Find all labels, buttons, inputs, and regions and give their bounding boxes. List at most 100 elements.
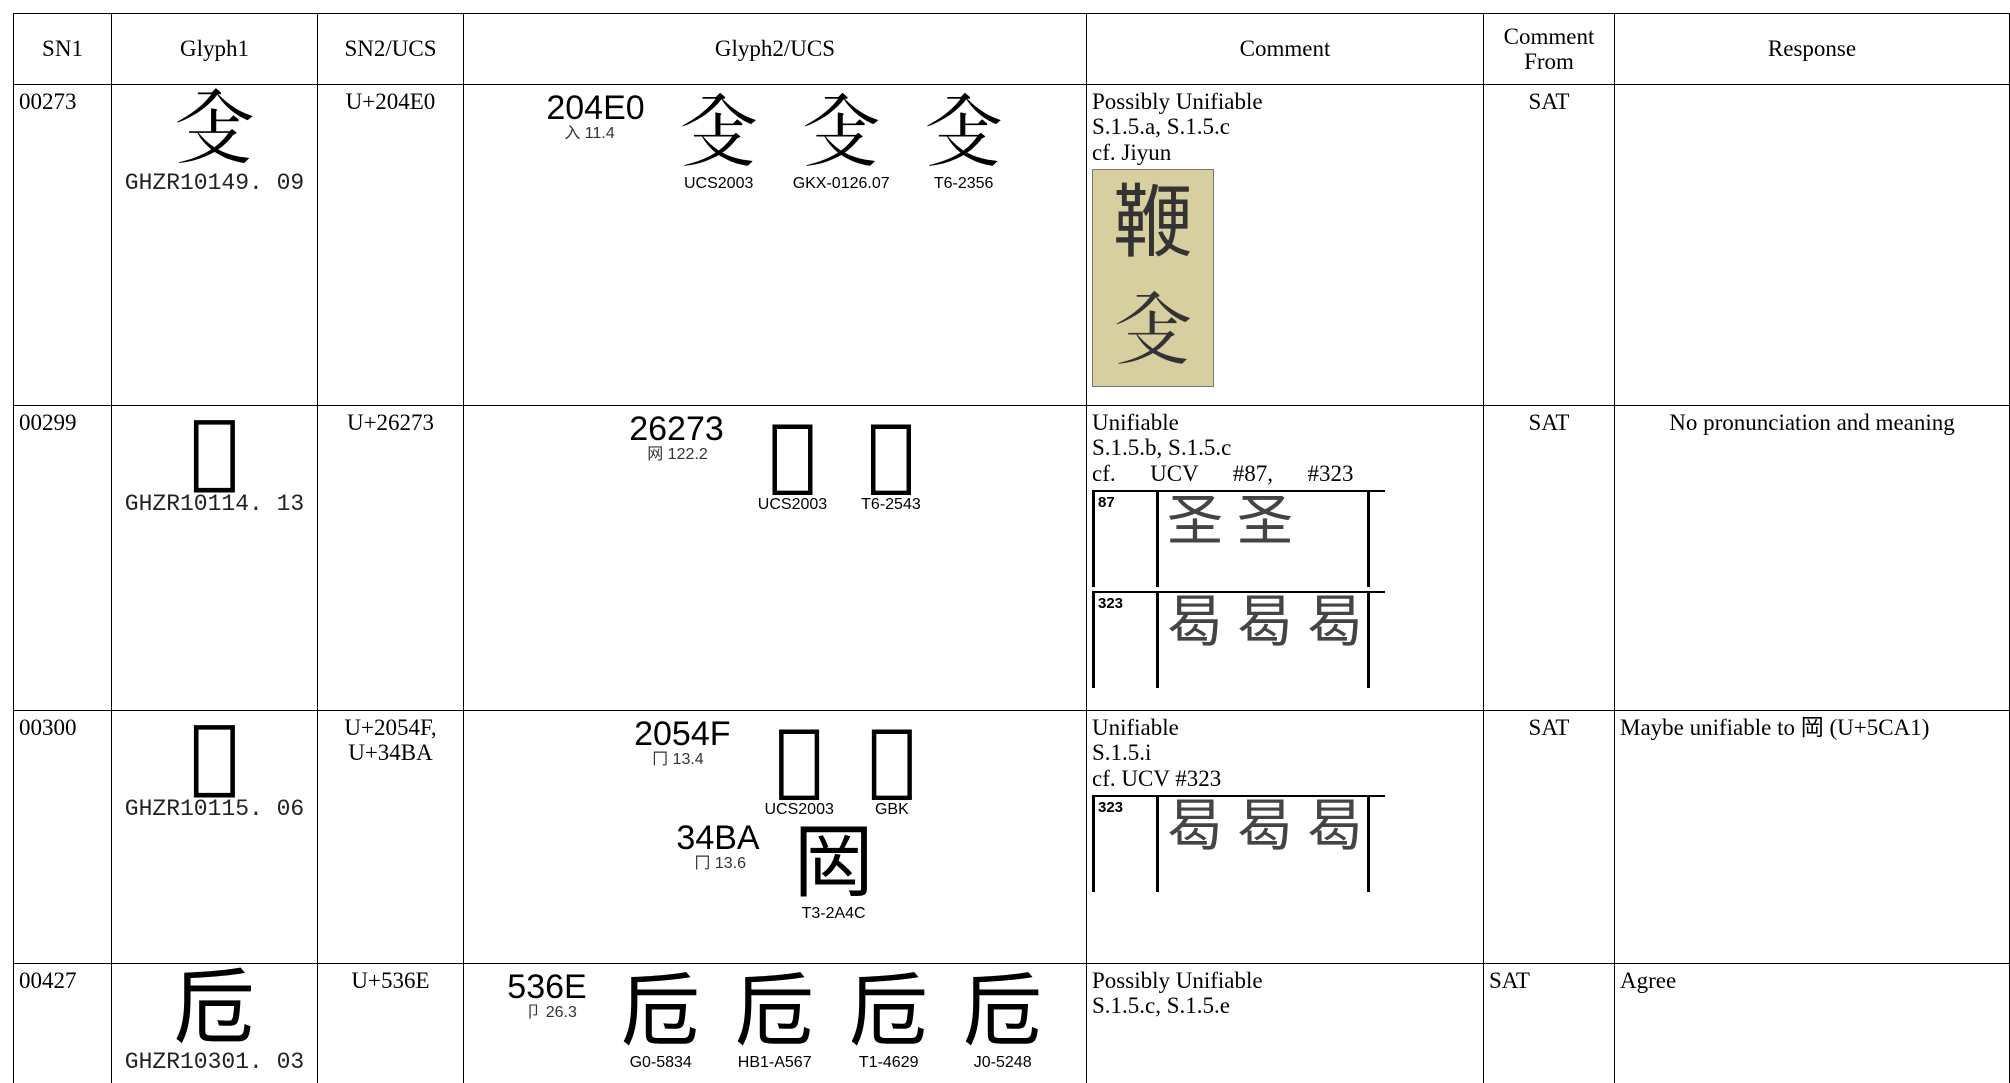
header-cell: Glyph1 bbox=[112, 13, 318, 85]
glyph: 𠕏 bbox=[189, 711, 240, 803]
glyph-item: 卮 T1-4629 bbox=[849, 970, 929, 1072]
glyph: 卮 bbox=[620, 965, 701, 1058]
code-block: 26273 网 122.2 bbox=[629, 412, 724, 464]
glyph-item: 𠕏 GBK bbox=[868, 717, 916, 819]
glyph-item: 卮 G0-5834 bbox=[621, 970, 701, 1072]
sn1-cell: 00273 bbox=[13, 85, 112, 406]
glyph: 卮 bbox=[734, 965, 815, 1058]
response-cell: No pronunciation and meaning bbox=[1615, 406, 2010, 711]
glyph-group: 2054F 冂 13.4 𠕏 UCS2003 𠕏 GBK bbox=[469, 717, 1081, 819]
radical: 冂 13.6 bbox=[694, 854, 746, 872]
glyph-group: 34BA 冂 13.6 㒺 T3-2A4C bbox=[469, 820, 1081, 923]
glyph1-cell: 𦉳 GHZR10114. 13 bbox=[112, 406, 318, 711]
ucv-number: 87 bbox=[1095, 491, 1159, 587]
glyph-source: T6-2543 bbox=[861, 496, 921, 513]
comment-line: S.1.5.a, S.1.5.c bbox=[1092, 114, 1230, 140]
sn2-cell: U+26273 bbox=[318, 406, 464, 711]
header-cell: Glyph2/UCS bbox=[464, 13, 1087, 85]
header-text: Glyph2/UCS bbox=[714, 36, 836, 62]
header-cell: Response bbox=[1615, 13, 2010, 85]
response: Maybe unifiable to 岡 (U+5CA1) bbox=[1620, 715, 1930, 740]
ucv-chars: 曷 曷 曷 bbox=[1159, 592, 1370, 688]
glyph-item: 𠓠 UCS2003 bbox=[679, 91, 759, 193]
glyph: 𠕏 bbox=[867, 712, 916, 805]
glyph-source: UCS2003 bbox=[684, 175, 754, 192]
glyph-item: 卮 J0-5248 bbox=[963, 970, 1043, 1072]
glyph-item: 𠕏 UCS2003 bbox=[765, 717, 834, 819]
code-block: 536E 卩 26.3 bbox=[507, 970, 586, 1022]
comment-from: SAT bbox=[1489, 968, 1530, 993]
sn2-cell: U+2054F, U+34BA bbox=[318, 711, 464, 964]
radical: 卩 26.3 bbox=[525, 1004, 577, 1021]
code: 536E bbox=[507, 968, 587, 1006]
sn2-cell: U+536E bbox=[318, 964, 464, 1083]
ucv-number: 323 bbox=[1095, 796, 1159, 892]
glyph1-cell: 𠕏 GHZR10115. 06 bbox=[112, 711, 318, 964]
code: 2054F bbox=[634, 715, 731, 753]
comment-line: S.1.5.i bbox=[1092, 740, 1152, 766]
code: 26273 bbox=[629, 410, 724, 448]
glyph2-cell: 2054F 冂 13.4 𠕏 UCS2003 𠕏 GBK 34BA 冂 13.6 㒺 T3-2A4… bbox=[464, 711, 1087, 964]
ucv-entry: 87 圣 圣 bbox=[1092, 489, 1385, 587]
header-cell: SN2/UCS bbox=[318, 13, 464, 85]
ucs-code: U+26273 bbox=[346, 410, 435, 435]
comment-cell: Unifiable S.1.5.b, S.1.5.c cf. UCV #87, #3… bbox=[1087, 406, 1484, 711]
comment-line: cf. Jiyun bbox=[1092, 139, 1172, 165]
glyph: 𠓠 bbox=[173, 85, 256, 177]
glyph-source: GHZR10149. 09 bbox=[124, 170, 305, 196]
response-cell: Agree bbox=[1615, 964, 2010, 1083]
image-char: 𠓠 bbox=[1113, 287, 1193, 376]
comment-line: Possibly Unifiable bbox=[1092, 89, 1263, 114]
ucv-entry: 323 曷 曷 曷 bbox=[1092, 590, 1385, 688]
sn1-cell: 00299 bbox=[13, 406, 112, 711]
ucv-entry: 323 曷 曷 曷 bbox=[1092, 794, 1385, 892]
radical: 网 122.2 bbox=[647, 446, 708, 463]
glyph: 卮 bbox=[173, 964, 256, 1056]
header-text: SN2/UCS bbox=[344, 36, 437, 62]
glyph-item: 𦉳 T6-2543 bbox=[861, 412, 921, 514]
header-text: SN1 bbox=[42, 36, 83, 62]
glyph-source: T6-2356 bbox=[933, 175, 994, 192]
comment-line: Unifiable bbox=[1092, 410, 1179, 435]
response: Agree bbox=[1620, 968, 1677, 993]
comment-line: Possibly Unifiable bbox=[1092, 968, 1263, 993]
glyph: 𠕏 bbox=[775, 712, 824, 805]
ucs-code: U+204E0 bbox=[345, 89, 436, 114]
glyph: 𦉳 bbox=[189, 406, 240, 498]
glyph-source: HB1-A567 bbox=[737, 1054, 812, 1071]
comment-from-cell: SAT bbox=[1484, 406, 1615, 711]
glyph-source: T3-2A4C bbox=[801, 904, 866, 922]
glyph: 𠓠 bbox=[923, 86, 1004, 179]
code: 34BA bbox=[676, 818, 760, 857]
code-block: 34BA 冂 13.6 bbox=[676, 821, 759, 873]
image-char: 鞭 bbox=[1113, 179, 1193, 268]
header-cell: Comment From bbox=[1484, 13, 1615, 85]
comment-line: cf. UCV #323 bbox=[1092, 765, 1222, 791]
glyph-source: T1-4629 bbox=[858, 1054, 919, 1071]
comment-line: S.1.5.b, S.1.5.c bbox=[1092, 435, 1232, 461]
header-text: Response bbox=[1767, 36, 1857, 62]
glyph2-cell: 536E 卩 26.3 卮 G0-5834 卮 HB1-A567 卮 T1-4629 卮 J0-5… bbox=[464, 964, 1087, 1083]
radical: 冂 13.4 bbox=[652, 751, 704, 768]
glyph-source: GHZR10115. 06 bbox=[124, 796, 305, 822]
glyph2-cell: 26273 网 122.2 𦉳 UCS2003 𦉳 T6-2543 bbox=[464, 406, 1087, 711]
comment-cell: Possibly Unifiable S.1.5.c, S.1.5.e bbox=[1087, 964, 1484, 1083]
glyph-source: GKX-0126.07 bbox=[792, 175, 890, 192]
glyph: 𠓠 bbox=[801, 86, 882, 179]
glyph-source: GHZR10114. 13 bbox=[124, 491, 305, 517]
glyph: 𦉳 bbox=[866, 407, 915, 500]
comment-from: SAT bbox=[1528, 410, 1570, 435]
sn2-cell: U+204E0 bbox=[318, 85, 464, 406]
ucs-code: U+536E bbox=[351, 968, 430, 993]
header-cell: SN1 bbox=[13, 13, 112, 85]
glyph-item: 𠓠 T6-2356 bbox=[924, 91, 1004, 193]
comment-line: Unifiable bbox=[1092, 715, 1179, 740]
glyph-group: 26273 网 122.2 𦉳 UCS2003 𦉳 T6-2543 bbox=[469, 412, 1081, 514]
glyph-item: 卮 HB1-A567 bbox=[735, 970, 815, 1072]
header-text: Comment From bbox=[1503, 23, 1595, 74]
glyph-source: GBK bbox=[874, 801, 909, 818]
glyph: 卮 bbox=[962, 965, 1043, 1058]
glyph: 卮 bbox=[848, 965, 929, 1058]
